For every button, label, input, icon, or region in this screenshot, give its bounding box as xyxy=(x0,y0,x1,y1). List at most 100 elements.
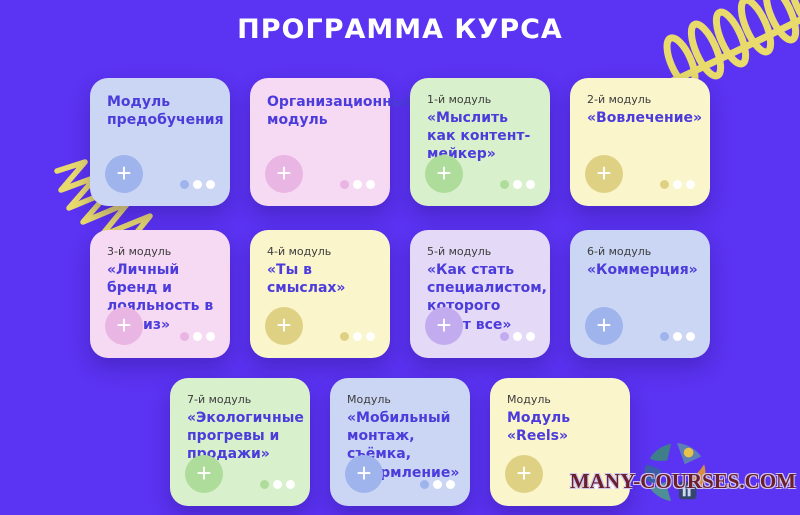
module-label: 1-й модуль xyxy=(427,93,492,106)
module-label: 7-й модуль xyxy=(187,393,252,406)
plus-icon: + xyxy=(436,158,452,188)
module-title: Организационный модуль xyxy=(267,94,415,129)
pagination-dot xyxy=(180,332,189,341)
plus-button[interactable]: + xyxy=(345,455,383,493)
pagination-dot xyxy=(513,180,522,189)
module-card[interactable]: Модуль предобучения + xyxy=(90,78,230,206)
pagination-dot xyxy=(446,480,455,489)
module-label: 2-й модуль xyxy=(587,93,652,106)
plus-button[interactable]: + xyxy=(105,307,143,345)
pagination-dot xyxy=(526,332,535,341)
watermark-text: MANY-COURSES.COM xyxy=(569,469,796,493)
pagination-dot xyxy=(593,480,602,489)
cards-row: 7-й модуль «Экологичные прогревы и продаж… xyxy=(0,378,800,506)
plus-button[interactable]: + xyxy=(185,455,223,493)
pagination-dot xyxy=(286,480,295,489)
pagination-dots xyxy=(500,180,535,189)
pagination-dots xyxy=(340,180,375,189)
module-label: 3-й модуль xyxy=(107,245,172,258)
module-card[interactable]: Организационный модуль + xyxy=(250,78,415,206)
module-title: «Мыслить как контент-мейкер» xyxy=(427,110,531,163)
pagination-dot xyxy=(606,480,615,489)
pagination-dot xyxy=(526,180,535,189)
module-label: Модуль xyxy=(347,393,391,406)
pagination-dot xyxy=(206,332,215,341)
plus-icon: + xyxy=(596,158,612,188)
pagination-dot xyxy=(500,332,509,341)
cards-row: Модуль предобучения + Организационный моду… xyxy=(0,78,800,206)
plus-icon: + xyxy=(276,310,292,340)
plus-button[interactable]: + xyxy=(265,307,303,345)
plus-icon: + xyxy=(276,158,292,188)
pagination-dot xyxy=(660,332,669,341)
plus-icon: + xyxy=(356,458,372,488)
module-card[interactable]: 4-й модуль «Ты в смыслах» + xyxy=(250,230,390,358)
pagination-dots xyxy=(420,480,455,489)
module-title: «Вовлечение» xyxy=(587,110,703,126)
plus-icon: + xyxy=(596,310,612,340)
module-title: «Экологичные прогревы и продажи» xyxy=(187,410,304,463)
module-card[interactable]: 2-й модуль «Вовлечение» + xyxy=(570,78,710,206)
pagination-dot xyxy=(340,332,349,341)
plus-button[interactable]: + xyxy=(105,155,143,193)
pagination-dot xyxy=(180,180,189,189)
pagination-dot xyxy=(500,180,509,189)
plus-button[interactable]: + xyxy=(585,155,623,193)
module-card[interactable]: Модуль Модуль «Reels» + xyxy=(490,378,630,506)
pagination-dot xyxy=(193,332,202,341)
module-label: 6-й модуль xyxy=(587,245,652,258)
plus-button[interactable]: + xyxy=(585,307,623,345)
pagination-dots xyxy=(580,480,615,489)
module-card[interactable]: 3-й модуль«Личный бренд и лояльность в с… xyxy=(90,230,230,358)
plus-button[interactable]: + xyxy=(505,455,543,493)
pagination-dots xyxy=(180,180,215,189)
pagination-dot xyxy=(686,332,695,341)
pagination-dot xyxy=(353,180,362,189)
pagination-dots xyxy=(660,332,695,341)
pagination-dot xyxy=(580,480,589,489)
module-card[interactable]: 5-й модуль «Как стать специалистом, котор… xyxy=(410,230,550,358)
module-label: 4-й модуль xyxy=(267,245,332,258)
pagination-dot xyxy=(206,180,215,189)
plus-icon: + xyxy=(116,158,132,188)
module-card[interactable]: 7-й модуль «Экологичные прогревы и продаж… xyxy=(170,378,310,506)
module-title: Модуль предобучения xyxy=(107,94,224,129)
pagination-dots xyxy=(500,332,535,341)
module-title: «Ты в смыслах» xyxy=(267,262,346,297)
module-card[interactable]: 6-й модуль «Коммерция» + xyxy=(570,230,710,358)
module-label: 5-й модуль xyxy=(427,245,492,258)
module-card[interactable]: 1-й модуль «Мыслить как контент-мейкер» + xyxy=(410,78,550,206)
page-title: ПРОГРАММА КУРСА xyxy=(237,14,563,45)
plus-button[interactable]: + xyxy=(265,155,303,193)
pagination-dots xyxy=(660,180,695,189)
pagination-dots xyxy=(340,332,375,341)
module-label: Модуль xyxy=(507,393,551,406)
cards-row: 3-й модуль«Личный бренд и лояльность в с… xyxy=(0,230,800,358)
pagination-dot xyxy=(273,480,282,489)
plus-icon: + xyxy=(196,458,212,488)
module-title: Модуль «Reels» xyxy=(507,410,571,445)
pagination-dot xyxy=(686,180,695,189)
pagination-dot xyxy=(353,332,362,341)
pagination-dot xyxy=(433,480,442,489)
pagination-dot xyxy=(193,180,202,189)
plus-icon: + xyxy=(116,310,132,340)
pagination-dot xyxy=(420,480,429,489)
pagination-dot xyxy=(340,180,349,189)
pagination-dot xyxy=(260,480,269,489)
pagination-dot xyxy=(673,332,682,341)
pagination-dot xyxy=(366,180,375,189)
plus-button[interactable]: + xyxy=(425,155,463,193)
plus-button[interactable]: + xyxy=(425,307,463,345)
pagination-dot xyxy=(366,332,375,341)
module-title: «Коммерция» xyxy=(587,262,698,278)
many-courses-logo xyxy=(644,442,706,502)
module-card[interactable]: Модуль «Мобильный монтаж, съёмка, оформле… xyxy=(330,378,470,506)
plus-icon: + xyxy=(516,458,532,488)
pagination-dot xyxy=(513,332,522,341)
pagination-dots xyxy=(180,332,215,341)
pagination-dot xyxy=(673,180,682,189)
pagination-dot xyxy=(660,180,669,189)
pagination-dots xyxy=(260,480,295,489)
